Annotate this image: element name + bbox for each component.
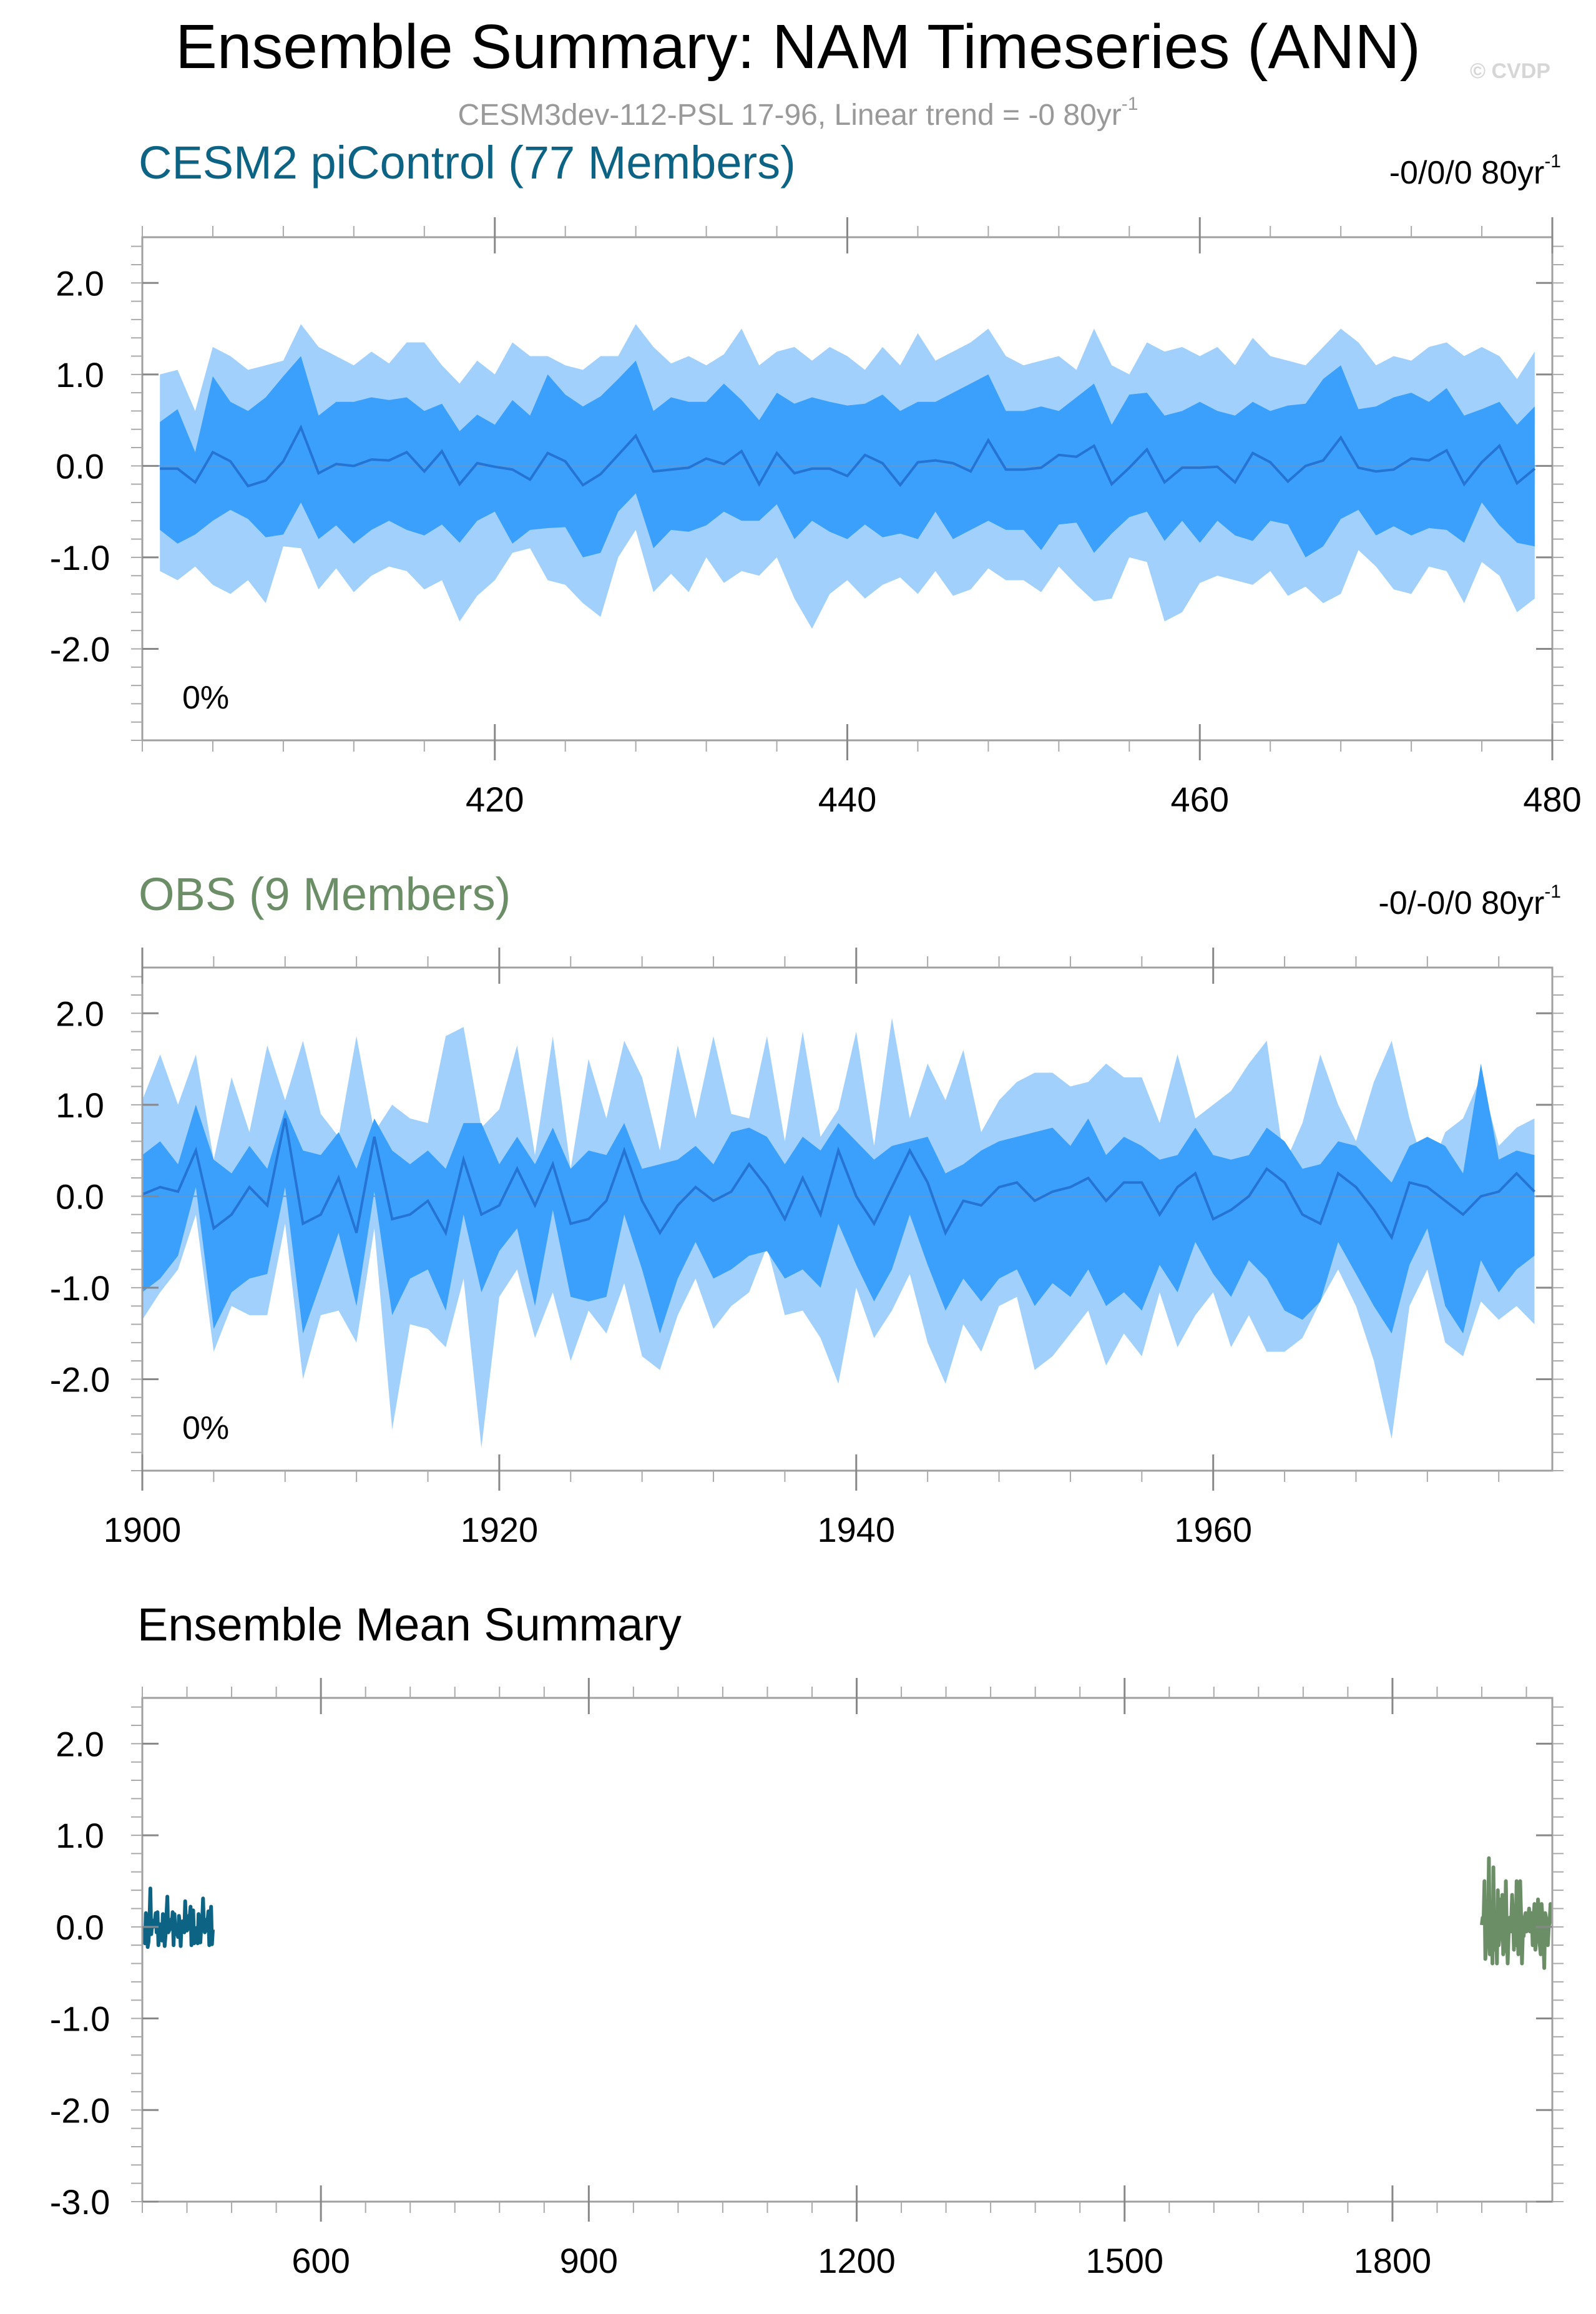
panel2-percent-label: 0% (182, 1410, 230, 1446)
panel3-ytick-label: -3.0 (50, 2182, 110, 2222)
main-title: Ensemble Summary: NAM Timeseries (ANN) (175, 12, 1421, 82)
panel3-ytick-label: -2.0 (50, 2091, 110, 2130)
panel2-ytick-label: -1.0 (50, 1268, 110, 1308)
panel1-ytick-label: 1.0 (56, 355, 104, 395)
cvdp-watermark: © CVDP (1470, 59, 1550, 83)
subtitle: CESM3dev-112-PSL 17-96, Linear trend = -… (0, 94, 1596, 132)
panel1-ytick-label: 2.0 (56, 263, 104, 303)
panel1-xtick-label: 480 (1523, 780, 1581, 819)
panel2-ytick-label: 0.0 (56, 1177, 104, 1216)
panel2-ytick-label: 1.0 (56, 1086, 104, 1125)
panel1-title: CESM2 piControl (77 Members) (139, 137, 796, 189)
panel2-trend-sup: -1 (1544, 881, 1561, 902)
panel3-ytick-label: 2.0 (56, 1724, 104, 1763)
panel2-title: OBS (9 Members) (139, 868, 511, 920)
panel1-xtick-label: 440 (818, 780, 876, 819)
panel3-obs-mean-line (1480, 1856, 1554, 1970)
panel3-xtick-label: 1800 (1354, 2241, 1432, 2280)
panel2-frame (141, 966, 1554, 1472)
panel2-ytick-label: 2.0 (56, 994, 104, 1033)
panel1-trend-sup: -1 (1544, 151, 1561, 172)
panel3-model-mean-line (142, 1886, 215, 1949)
panel3-xtick-label: 1500 (1085, 2241, 1163, 2280)
panel3-xtick-label: 900 (560, 2241, 618, 2280)
panel3-xtick-label: 600 (291, 2241, 350, 2280)
panel2-xtick-label: 1900 (104, 1510, 182, 1549)
subtitle-sup: -1 (1121, 94, 1138, 114)
panel2-minmax-band (142, 1017, 1535, 1448)
panel1-xtick-label: 420 (466, 780, 524, 819)
panel3-xtick-label: 1200 (818, 2241, 896, 2280)
panel3-ytick-label: 0.0 (56, 1908, 104, 1947)
panel2-trend-label: -0/-0/0 80yr-1 (1378, 881, 1561, 922)
panel1-trend-text: -0/0/0 80yr (1389, 155, 1545, 191)
panel3-title: Ensemble Mean Summary (137, 1599, 682, 1650)
panel1-ytick-label: 0.0 (56, 446, 104, 486)
panel2-xtick-label: 1960 (1174, 1510, 1252, 1549)
subtitle-text: CESM3dev-112-PSL 17-96, Linear trend = -… (458, 99, 1122, 132)
panel3-ytick-label: -1.0 (50, 1999, 110, 2039)
panel1-trend-label: -0/0/0 80yr-1 (1389, 151, 1561, 192)
panel2-trend-text: -0/-0/0 80yr (1378, 885, 1545, 921)
panel2-xtick-label: 1940 (818, 1510, 896, 1549)
panel2-iqr-band (142, 1063, 1535, 1334)
panel3-ytick-label: 1.0 (56, 1816, 104, 1855)
panel1-iqr-band (160, 356, 1535, 557)
panel1-ytick-label: -1.0 (50, 538, 110, 577)
panel1-mean-line (160, 424, 1536, 488)
panel2-ytick-label: -2.0 (50, 1360, 110, 1399)
panel1-percent-label: 0% (182, 680, 230, 716)
panel2-mean-line (142, 1118, 1535, 1240)
panel1-ytick-label: -2.0 (50, 629, 110, 669)
panel3-frame (141, 1697, 1554, 2203)
panel2-xtick-label: 1920 (461, 1510, 539, 1549)
panel1-xtick-label: 460 (1171, 780, 1229, 819)
